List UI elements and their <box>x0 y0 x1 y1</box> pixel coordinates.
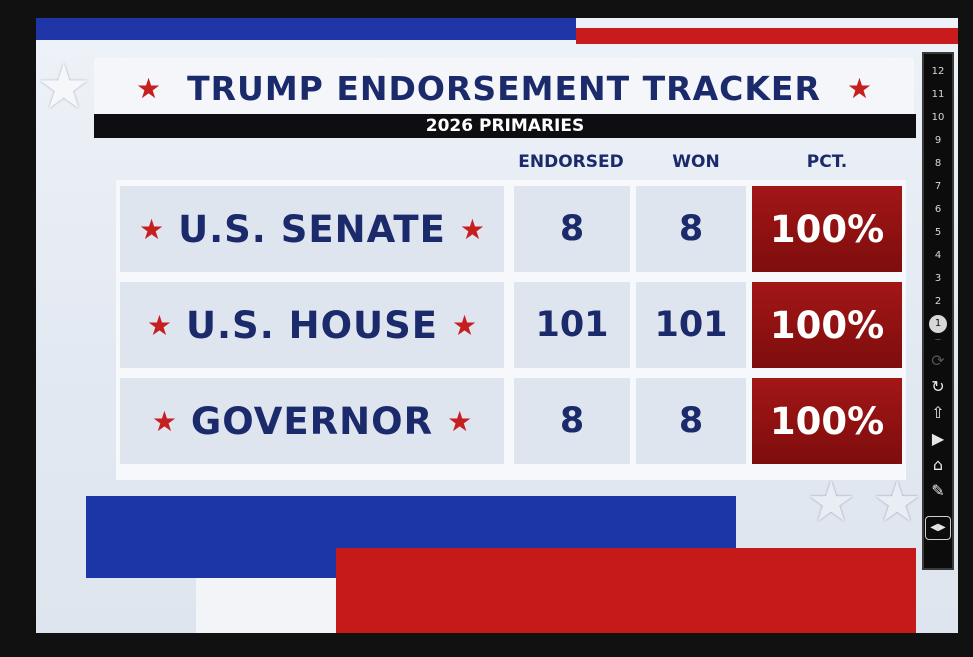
pct-value: 100% <box>752 378 902 464</box>
page-button-6[interactable]: 6 <box>934 204 942 215</box>
endorsed-value: 8 <box>514 378 630 464</box>
column-header-won: WON <box>672 152 720 172</box>
star-icon: ★ <box>459 212 486 246</box>
star-icon: ★ <box>447 404 473 438</box>
refresh-icon[interactable]: ⟳ <box>931 351 945 370</box>
page-button-9[interactable]: 9 <box>934 135 942 146</box>
top-red-stripe <box>576 28 958 44</box>
up-arrow-icon[interactable]: ⇧ <box>931 403 945 422</box>
page-button-2[interactable]: 2 <box>934 296 942 307</box>
play-icon[interactable]: ▶ <box>931 429 945 448</box>
pct-value: 100% <box>752 282 902 368</box>
page-button-11[interactable]: 11 <box>931 89 945 100</box>
page-button-5[interactable]: 5 <box>934 227 942 238</box>
page-title: TRUMP ENDORSEMENT TRACKER <box>187 68 821 108</box>
row-label: GOVERNOR <box>190 399 434 443</box>
row-label-cell: ★ U.S. SENATE ★ <box>120 186 504 272</box>
page-button-1-selected[interactable]: 1 <box>929 315 947 333</box>
decorative-star-icon: ★ <box>872 470 923 535</box>
decorative-star-icon: ★ <box>806 470 857 535</box>
row-label: U.S. HOUSE <box>185 303 439 347</box>
table-row: ★ U.S. SENATE ★ 8 8 100% <box>116 182 906 276</box>
page-subtitle: 2026 PRIMARIES <box>425 116 585 136</box>
pencil-icon[interactable]: ✎ <box>931 481 945 500</box>
subtitle-bar: 2026 PRIMARIES <box>94 114 916 138</box>
home-icon[interactable]: ⌂ <box>932 455 944 474</box>
won-value: 101 <box>636 282 746 368</box>
column-header-endorsed: ENDORSED <box>518 152 624 172</box>
broadcast-screen: ★ ★ TRUMP ENDORSEMENT TRACKER ★ 2026 PRI… <box>36 18 958 633</box>
results-table: ★ U.S. SENATE ★ 8 8 100% ★ U.S. HOUSE ★ … <box>116 180 906 480</box>
page-button-12[interactable]: 12 <box>931 66 945 77</box>
star-icon: ★ <box>136 71 162 105</box>
won-value: 8 <box>636 378 746 464</box>
cycle-icon[interactable]: ↻ <box>931 377 945 396</box>
star-icon: ★ <box>846 71 872 105</box>
row-label-cell: ★ U.S. HOUSE ★ <box>120 282 504 368</box>
corner-star-icon: ★ <box>36 50 92 123</box>
endorsed-value: 101 <box>514 282 630 368</box>
page-button-10[interactable]: 10 <box>931 112 945 123</box>
column-header-pct: PCT. <box>806 152 848 172</box>
page-button-4[interactable]: 4 <box>934 250 942 261</box>
page-button-7[interactable]: 7 <box>934 181 942 192</box>
won-value: 8 <box>636 186 746 272</box>
table-row: ★ GOVERNOR ★ 8 8 100% <box>116 374 906 468</box>
divider: — <box>935 336 941 343</box>
bottom-white-block <box>196 578 336 633</box>
page-button-8[interactable]: 8 <box>934 158 942 169</box>
title-band: ★ TRUMP ENDORSEMENT TRACKER ★ <box>94 58 914 118</box>
toggle-icon[interactable]: ◀▶ <box>925 516 951 540</box>
star-icon: ★ <box>138 212 165 246</box>
star-icon: ★ <box>146 308 172 342</box>
endorsed-value: 8 <box>514 186 630 272</box>
top-blue-stripe <box>36 18 576 40</box>
pct-value: 100% <box>752 186 902 272</box>
star-icon: ★ <box>151 404 177 438</box>
row-label: U.S. SENATE <box>178 207 446 251</box>
row-label-cell: ★ GOVERNOR ★ <box>120 378 504 464</box>
bottom-red-bar <box>336 548 916 633</box>
table-row: ★ U.S. HOUSE ★ 101 101 100% <box>116 278 906 372</box>
page-button-3[interactable]: 3 <box>934 273 942 284</box>
star-icon: ★ <box>452 308 478 342</box>
touchscreen-sidebar: 12 11 10 9 8 7 6 5 4 3 2 1 — ⟳ ↻ ⇧ ▶ ⌂ ✎… <box>922 52 954 570</box>
